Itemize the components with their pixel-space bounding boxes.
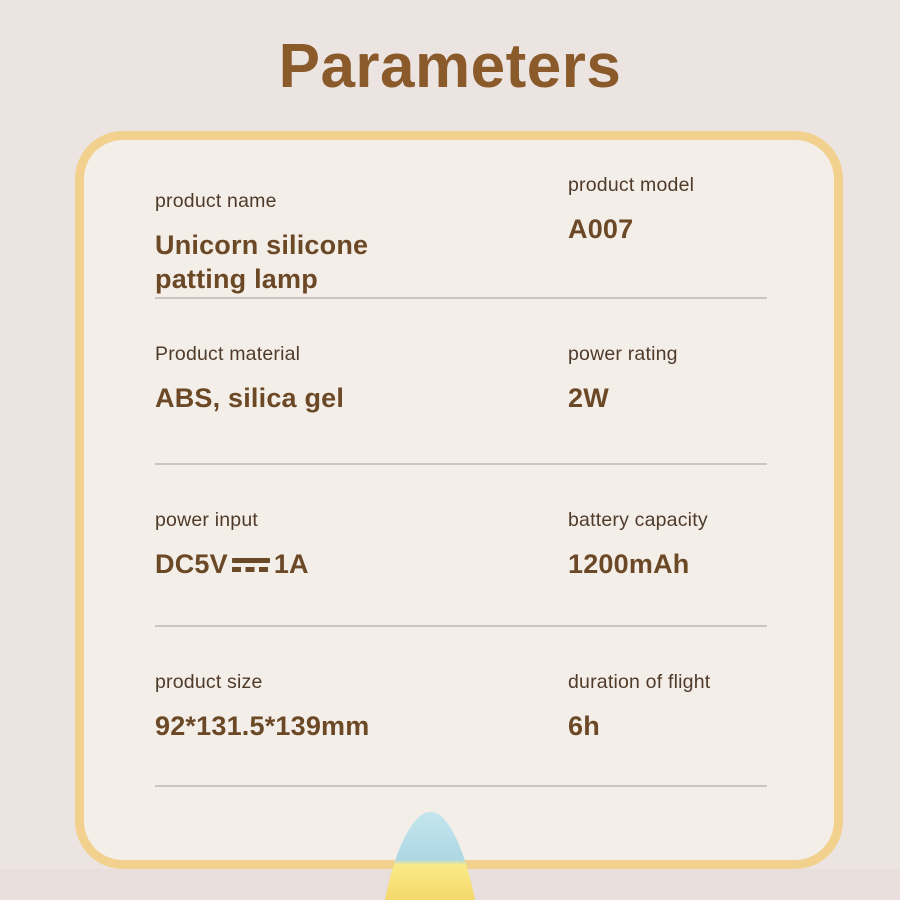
- direct-current-icon: [231, 552, 271, 576]
- product-size-label: product size: [155, 671, 263, 693]
- page-title: Parameters: [278, 32, 622, 101]
- product-name-label: product name: [155, 190, 277, 212]
- spec-cell-product-name: product name Unicorn silicone patting la…: [155, 189, 568, 297]
- spec-cell-battery-capacity: battery capacity 1200mAh: [568, 508, 767, 625]
- product-size-value: 92*131.5*139mm: [155, 711, 370, 741]
- battery-capacity-label: battery capacity: [568, 509, 708, 531]
- spec-cell-power-rating: power rating 2W: [568, 342, 767, 463]
- power-input-suffix: 1A: [273, 549, 309, 579]
- power-rating-label: power rating: [568, 343, 678, 365]
- spec-cell-power-input: power input DC5V 1A: [155, 508, 568, 625]
- product-material-value: ABS, silica gel: [155, 383, 345, 413]
- duration-of-flight-label: duration of flight: [568, 671, 711, 693]
- spec-cell-duration-of-flight: duration of flight 6h: [568, 670, 767, 785]
- power-input-value: DC5V 1A: [155, 547, 568, 581]
- spec-row-size-duration: product size 92*131.5*139mm duration of …: [155, 627, 767, 787]
- duration-of-flight-value: 6h: [568, 711, 600, 741]
- spec-cell-product-model: product model A007: [568, 173, 767, 297]
- product-material-label: Product material: [155, 343, 301, 365]
- unicorn-horn-tip-image: [385, 812, 475, 900]
- spec-cell-product-size: product size 92*131.5*139mm: [155, 670, 568, 785]
- product-model-value: A007: [568, 214, 634, 244]
- parameters-card: product name Unicorn silicone patting la…: [75, 131, 843, 869]
- power-rating-value: 2W: [568, 383, 609, 413]
- battery-capacity-value: 1200mAh: [568, 549, 690, 579]
- spec-row-input-battery: power input DC5V 1A battery capacity 1200…: [155, 465, 767, 627]
- spec-row-material-power: Product material ABS, silica gel power r…: [155, 299, 767, 465]
- spec-cell-product-material: Product material ABS, silica gel: [155, 342, 568, 463]
- product-name-value: Unicorn silicone patting lamp: [155, 230, 369, 294]
- power-input-prefix: DC5V: [155, 549, 228, 579]
- power-input-label: power input: [155, 509, 259, 531]
- product-model-label: product model: [568, 174, 695, 196]
- spec-row-name-model: product name Unicorn silicone patting la…: [155, 140, 767, 299]
